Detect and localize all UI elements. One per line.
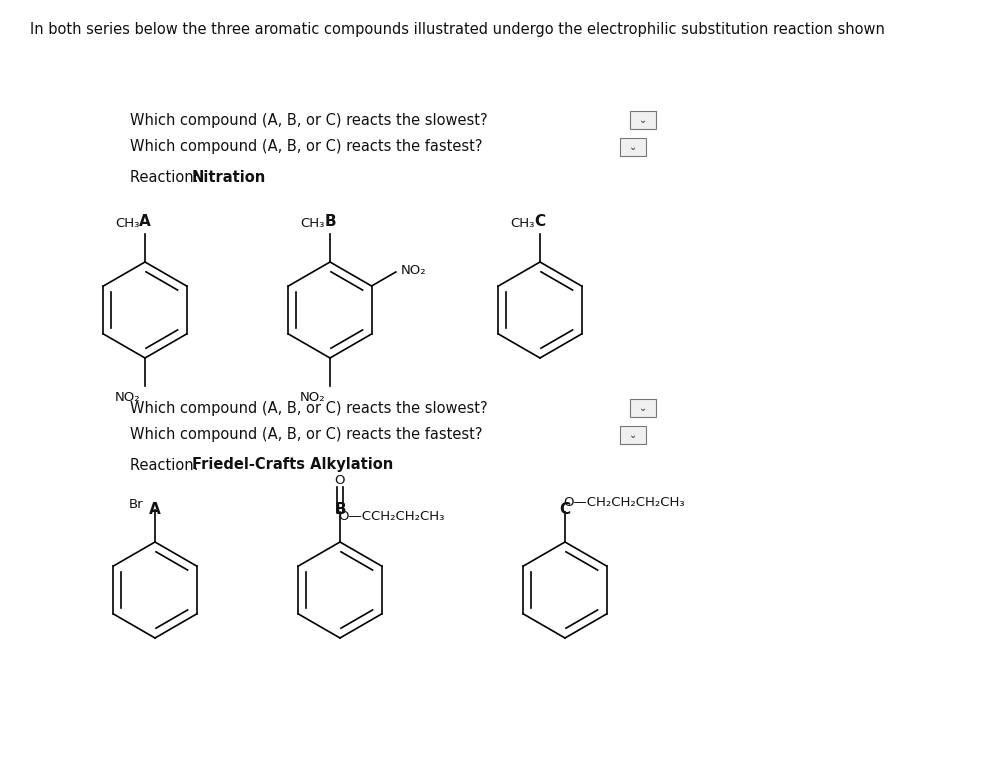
Text: ⌄: ⌄ bbox=[638, 115, 646, 125]
Text: Which compound (A, B, or C) reacts the fastest?: Which compound (A, B, or C) reacts the f… bbox=[130, 428, 482, 443]
Text: ⌄: ⌄ bbox=[638, 403, 646, 413]
Text: NO₂: NO₂ bbox=[299, 391, 325, 404]
Text: A: A bbox=[139, 214, 150, 229]
Bar bbox=[629, 111, 655, 129]
Text: ⌄: ⌄ bbox=[628, 430, 636, 440]
Text: In both series below the three aromatic compounds illustrated undergo the electr: In both series below the three aromatic … bbox=[30, 22, 884, 37]
Text: Which compound (A, B, or C) reacts the slowest?: Which compound (A, B, or C) reacts the s… bbox=[130, 400, 487, 415]
Text: Which compound (A, B, or C) reacts the slowest?: Which compound (A, B, or C) reacts the s… bbox=[130, 113, 487, 127]
Text: NO₂: NO₂ bbox=[114, 391, 140, 404]
Text: Reaction:: Reaction: bbox=[130, 457, 203, 472]
Text: O: O bbox=[335, 473, 345, 486]
Bar bbox=[619, 138, 645, 156]
Text: B: B bbox=[324, 214, 336, 229]
Text: Which compound (A, B, or C) reacts the fastest?: Which compound (A, B, or C) reacts the f… bbox=[130, 139, 482, 155]
Bar bbox=[619, 426, 645, 444]
Text: NO₂: NO₂ bbox=[401, 264, 426, 277]
Text: O—CH₂CH₂CH₂CH₃: O—CH₂CH₂CH₂CH₃ bbox=[562, 496, 684, 509]
Text: Reaction:: Reaction: bbox=[130, 170, 203, 185]
Text: B: B bbox=[334, 503, 346, 518]
Text: C: C bbox=[534, 214, 545, 229]
Text: CH₃: CH₃ bbox=[510, 217, 534, 230]
Text: ⌄: ⌄ bbox=[628, 142, 636, 152]
Text: Friedel-Crafts Alkylation: Friedel-Crafts Alkylation bbox=[191, 457, 393, 472]
Text: A: A bbox=[149, 503, 160, 518]
Text: Nitration: Nitration bbox=[191, 170, 266, 185]
Text: C: C bbox=[559, 503, 570, 518]
Text: Br: Br bbox=[128, 497, 143, 511]
Text: O—CCH₂CH₂CH₃: O—CCH₂CH₂CH₃ bbox=[338, 510, 444, 523]
Text: CH₃: CH₃ bbox=[115, 217, 140, 230]
Text: CH₃: CH₃ bbox=[301, 217, 325, 230]
Bar bbox=[629, 399, 655, 417]
